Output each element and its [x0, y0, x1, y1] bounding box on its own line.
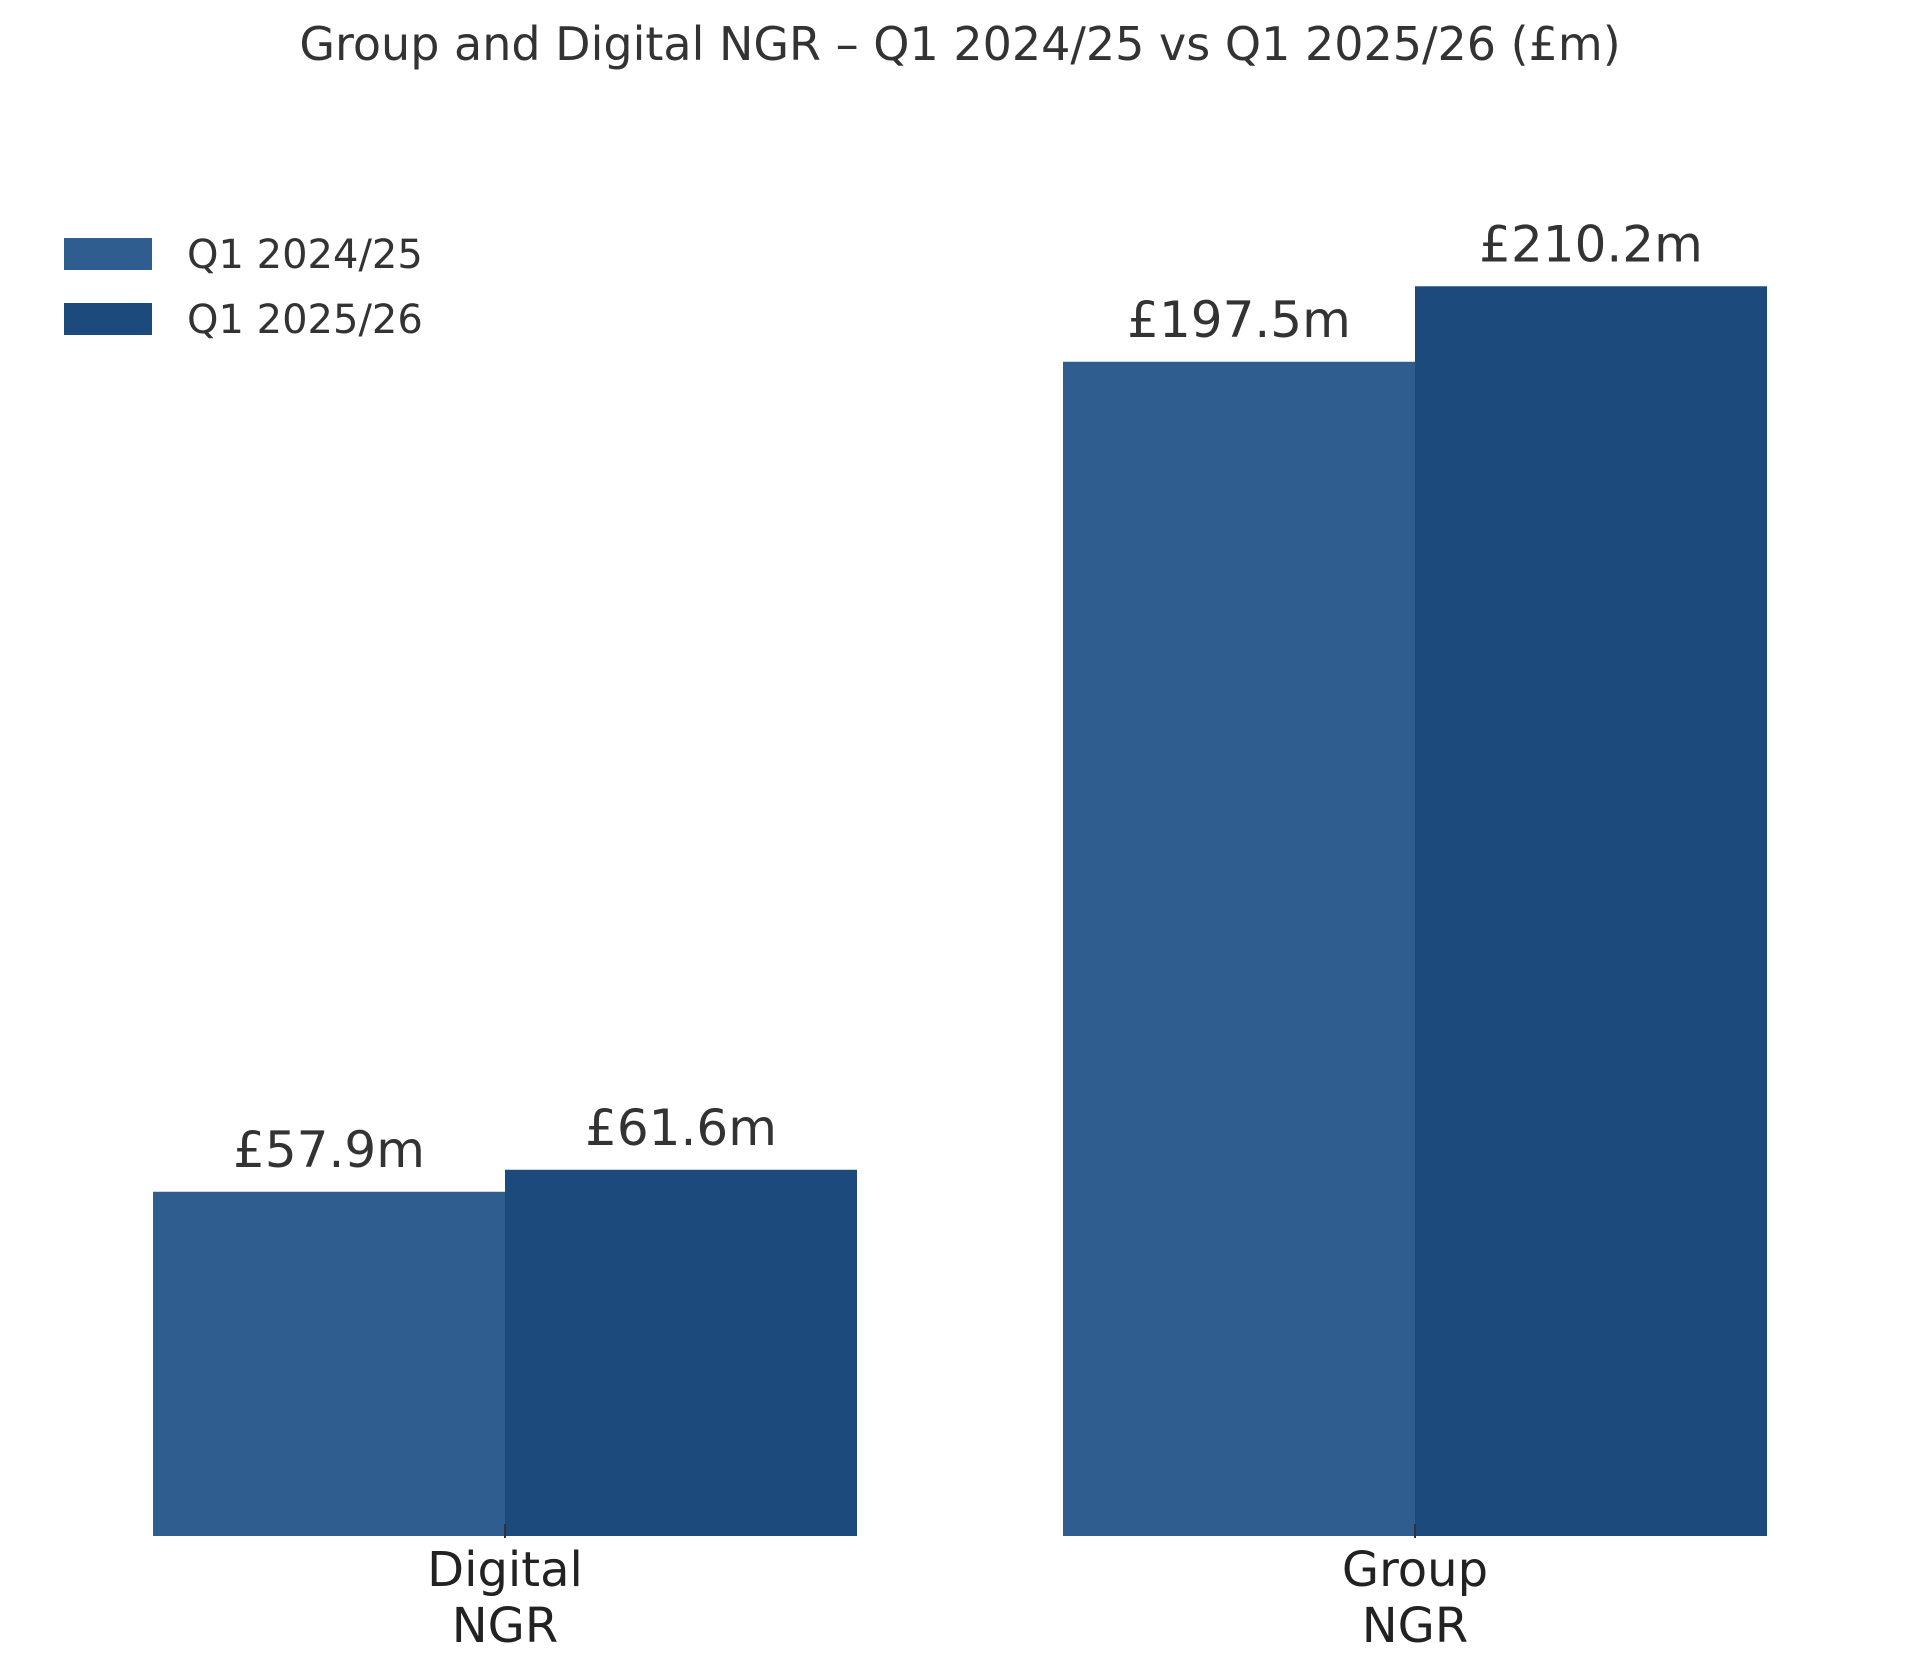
value-label-digital-ngr-series-1: £61.6m: [585, 1099, 777, 1157]
bars-group: [153, 286, 1767, 1537]
bar-group-ngr-series-0: [1063, 361, 1415, 1537]
bar-group-ngr-series-1: [1415, 286, 1767, 1537]
legend-label-q1-2024-25: Q1 2024/25: [187, 232, 423, 278]
value-label-group-ngr-series-0: £197.5m: [1127, 291, 1351, 349]
legend: Q1 2024/25 Q1 2025/26: [64, 232, 423, 343]
value-labels-group: £57.9m £61.6m £197.5m £210.2m: [233, 215, 1703, 1178]
legend-swatch-q1-2024-25: [64, 238, 152, 270]
bar-digital-ngr-series-1: [505, 1169, 857, 1536]
bar-digital-ngr-series-0: [153, 1191, 505, 1536]
legend-swatch-q1-2025-26: [64, 303, 152, 335]
legend-label-q1-2025-26: Q1 2025/26: [187, 297, 423, 343]
x-tick-label-group-ngr: Group NGR: [1342, 1542, 1488, 1654]
value-label-group-ngr-series-1: £210.2m: [1479, 215, 1703, 273]
x-tick-label-digital-ngr: Digital NGR: [427, 1542, 583, 1654]
value-label-digital-ngr-series-0: £57.9m: [233, 1121, 425, 1179]
x-axis: Digital NGR Group NGR: [427, 1524, 1488, 1654]
chart-title: Group and Digital NGR – Q1 2024/25 vs Q1…: [299, 17, 1620, 71]
